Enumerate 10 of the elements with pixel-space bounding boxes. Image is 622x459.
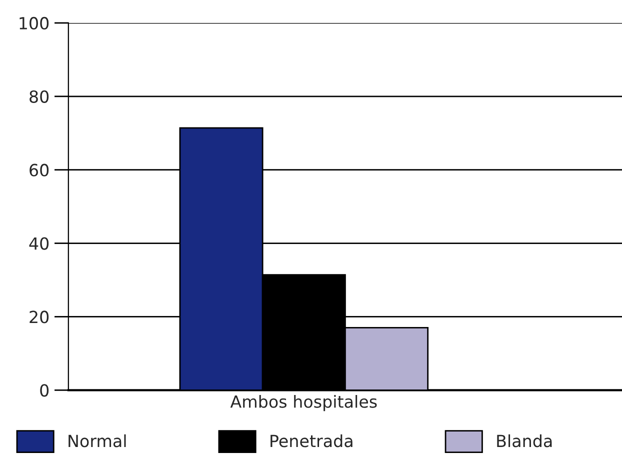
y-tick-label: 80 (30, 90, 49, 103)
y-tick-label: 20 (30, 310, 49, 324)
y-tick-label: 40 (29, 237, 49, 250)
legend-label: Penetrada (270, 434, 352, 448)
y-tick-label: 60 (30, 164, 49, 176)
x-tick-label: Ambos hospitales (230, 395, 377, 412)
legend-label: Blanda (497, 434, 552, 448)
y-tick-label: 100 (20, 16, 49, 30)
legend-label: Normal (68, 434, 126, 448)
y-tick-label: 0 (40, 384, 49, 397)
